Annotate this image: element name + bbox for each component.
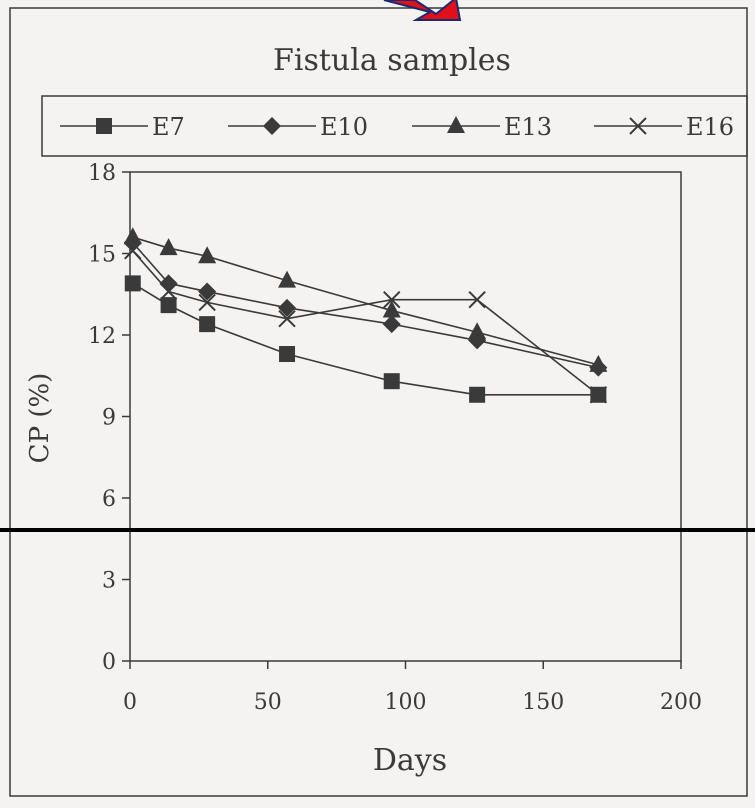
y-axis: 0 3 6 9 12 15 18 (88, 161, 130, 675)
data-point-e13 (468, 322, 487, 340)
data-point-e16 (468, 290, 486, 309)
legend-item-e7: E7 (60, 113, 185, 141)
y-tick-label: 18 (88, 161, 116, 186)
legend-item-e16: E16 (594, 113, 734, 141)
x-axis: 0 50 100 150 200 (123, 661, 702, 715)
data-point-e16 (124, 242, 142, 260)
legend-label: E16 (686, 113, 734, 141)
data-point-e16 (159, 282, 178, 301)
data-point-e7 (279, 346, 296, 363)
data-point-e10 (278, 298, 297, 317)
data-point-e7 (383, 373, 400, 390)
y-tick-label: 9 (102, 406, 116, 431)
legend-marker (263, 117, 281, 135)
x-axis-label: Days (373, 743, 447, 778)
y-axis-label: CP (%) (25, 373, 55, 464)
red-arrow-icon (383, 0, 462, 21)
x-tick-label: 50 (254, 690, 282, 715)
data-point-e13 (198, 246, 217, 264)
data-point-e16 (278, 309, 296, 328)
series-e16 (124, 242, 608, 404)
y-tick-label: 12 (88, 324, 116, 349)
data-point-e16 (383, 290, 401, 309)
series-e13 (123, 227, 608, 372)
data-point-e10 (382, 315, 401, 334)
x-tick-label: 100 (385, 690, 427, 715)
legend-box (41, 95, 748, 157)
data-point-e7 (199, 316, 216, 333)
y-tick-label: 6 (102, 487, 116, 512)
legend: E7 E10 E13 E16 (60, 113, 734, 141)
series-e7 (124, 275, 607, 403)
legend-label: E7 (152, 113, 185, 141)
data-point-e13 (382, 300, 401, 318)
plot-area (129, 171, 682, 662)
legend-item-e13: E13 (412, 113, 552, 141)
chart-title: Fistula samples (273, 43, 511, 78)
legend-marker (629, 117, 647, 135)
data-point-e16 (198, 293, 216, 312)
legend-marker (447, 116, 465, 133)
series-layer (123, 227, 608, 404)
legend-label: E13 (504, 113, 552, 141)
legend-item-e10: E10 (228, 113, 368, 141)
data-point-e7 (160, 297, 177, 314)
legend-marker (96, 118, 112, 134)
data-point-e13 (589, 354, 608, 372)
data-point-e16 (589, 386, 608, 404)
data-point-e7 (469, 386, 486, 403)
data-point-e13 (123, 227, 142, 245)
x-tick-label: 150 (522, 690, 564, 715)
legend-label: E10 (320, 113, 368, 141)
data-point-e13 (278, 270, 297, 288)
data-point-e10 (198, 282, 217, 301)
y-tick-label: 3 (102, 569, 116, 594)
y-tick-label: 15 (88, 243, 116, 268)
x-tick-label: 200 (660, 690, 702, 715)
x-tick-label: 0 (123, 690, 137, 715)
figure-frame (9, 7, 748, 797)
data-point-e13 (159, 238, 178, 256)
data-point-e7 (124, 275, 141, 292)
y-tick-label: 0 (102, 650, 116, 675)
